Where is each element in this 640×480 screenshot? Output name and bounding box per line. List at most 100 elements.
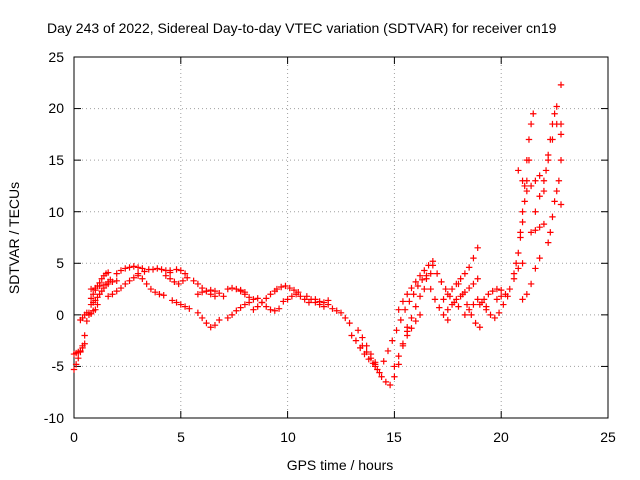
y-tick-label-neg10: -10 [44, 410, 64, 426]
data-point [233, 285, 240, 293]
grid-lines [74, 57, 608, 418]
data-point [290, 286, 298, 294]
trace-t21 [254, 295, 283, 314]
data-point [457, 275, 464, 282]
y-tick-label-neg5: -5 [52, 358, 65, 374]
trace-t38 [444, 275, 481, 313]
data-point [512, 260, 520, 267]
x-tick-label-5: 5 [177, 429, 185, 445]
data-point [79, 344, 86, 352]
data-point [557, 131, 565, 138]
data-point [81, 340, 88, 347]
data-point [237, 287, 244, 295]
data-point [427, 270, 434, 277]
data-point [154, 265, 161, 272]
data-point [399, 298, 407, 305]
data-point [258, 299, 266, 306]
data-point [461, 311, 469, 319]
data-point [211, 321, 219, 329]
data-point [297, 293, 304, 300]
data-point [376, 369, 383, 376]
trace-t20 [250, 287, 278, 313]
data-point [83, 317, 91, 325]
data-point [406, 298, 413, 305]
data-point [386, 381, 394, 389]
data-point [280, 298, 287, 305]
data-point [551, 198, 558, 205]
data-point [440, 296, 447, 303]
data-point [444, 291, 451, 298]
data-point [540, 187, 548, 195]
data-point [198, 314, 206, 322]
trace-t35 [423, 275, 451, 324]
trace-t6 [87, 277, 120, 293]
data-point [162, 272, 170, 279]
data-point [470, 280, 477, 288]
data-point [171, 278, 178, 286]
data-point [177, 301, 184, 308]
trace-t2 [70, 340, 88, 358]
data-point [555, 177, 563, 184]
data-point [241, 291, 249, 298]
data-point [442, 285, 449, 293]
trace-t8 [113, 263, 146, 277]
data-point [491, 314, 498, 322]
data-point [429, 262, 437, 269]
data-point [211, 287, 219, 295]
trace-t29 [359, 342, 383, 376]
data-point [557, 201, 565, 208]
data-point [427, 285, 434, 293]
data-point [540, 220, 548, 228]
data-point [175, 280, 182, 288]
data-point [216, 316, 223, 324]
data-point [455, 280, 462, 288]
trace-t25 [312, 296, 332, 306]
data-point [532, 208, 539, 215]
y-axis-label: SDTVAR / TECUs [6, 182, 22, 294]
plot-frame [73, 56, 609, 419]
data-point [448, 301, 456, 308]
data-point [378, 373, 385, 380]
data-point [421, 285, 428, 293]
data-point [228, 311, 236, 319]
y-tick-label-5: 5 [56, 255, 64, 271]
trace-t52 [557, 81, 565, 208]
data-point [527, 120, 535, 128]
data-point [194, 280, 202, 288]
data-point [440, 311, 447, 319]
data-point [519, 296, 526, 303]
data-point [498, 286, 505, 294]
data-point [557, 156, 565, 164]
trace-t26 [324, 301, 353, 327]
data-point [410, 291, 417, 298]
data-point [519, 208, 526, 215]
data-point [104, 269, 112, 276]
data-point [401, 306, 409, 313]
data-point [527, 280, 535, 288]
data-point [389, 337, 396, 344]
data-point [207, 324, 214, 331]
data-point [203, 287, 210, 295]
data-point [408, 325, 415, 332]
data-point [348, 332, 355, 339]
data-point [117, 284, 125, 292]
data-point [90, 291, 97, 298]
data-point [418, 276, 426, 283]
trace-t15 [194, 286, 227, 300]
trace-t39 [455, 280, 484, 331]
trace-t45 [517, 110, 537, 236]
trace-t44 [510, 156, 533, 277]
trace-t13 [166, 266, 189, 277]
trace-t31 [380, 270, 434, 365]
data-point [224, 285, 231, 293]
data-point [250, 296, 257, 303]
data-point [267, 306, 274, 313]
data-point [92, 284, 99, 292]
trace-t32 [391, 285, 428, 370]
data-point [416, 293, 424, 300]
data-point [113, 270, 120, 277]
data-point [517, 229, 524, 236]
data-point [216, 289, 223, 297]
data-point [263, 303, 270, 310]
